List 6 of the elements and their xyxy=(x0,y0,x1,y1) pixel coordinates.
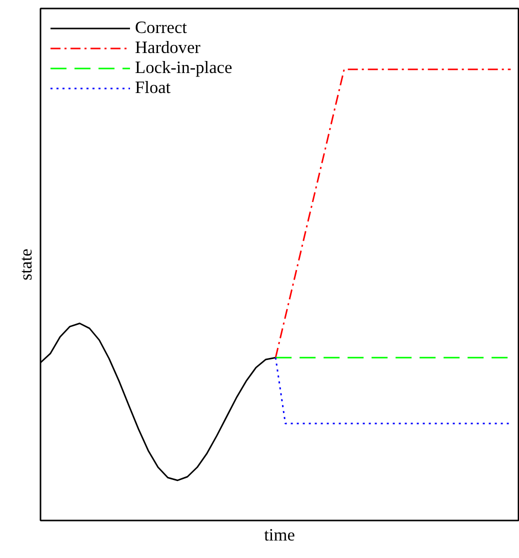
legend-label: Float xyxy=(135,78,171,98)
legend-label: Correct xyxy=(135,18,187,38)
x-axis-title: time xyxy=(264,526,296,544)
legend-label: Hardover xyxy=(135,38,200,58)
y-axis-title: state xyxy=(16,248,36,280)
legend-label: Lock-in-place xyxy=(135,58,232,78)
